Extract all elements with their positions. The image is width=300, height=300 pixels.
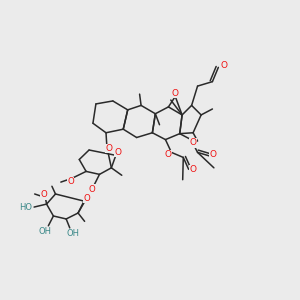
Text: O: O <box>115 148 122 157</box>
Text: O: O <box>67 177 74 186</box>
Text: O: O <box>40 190 47 199</box>
Text: HO: HO <box>19 202 32 211</box>
Text: O: O <box>190 138 197 147</box>
Text: O: O <box>172 89 179 98</box>
Text: OH: OH <box>39 227 52 236</box>
Text: O: O <box>190 165 196 174</box>
Text: O: O <box>84 194 90 203</box>
Text: OH: OH <box>66 229 79 238</box>
Text: O: O <box>220 61 227 70</box>
Text: O: O <box>164 150 171 159</box>
Text: O: O <box>89 185 95 194</box>
Text: O: O <box>209 150 217 159</box>
Text: O: O <box>106 144 113 153</box>
